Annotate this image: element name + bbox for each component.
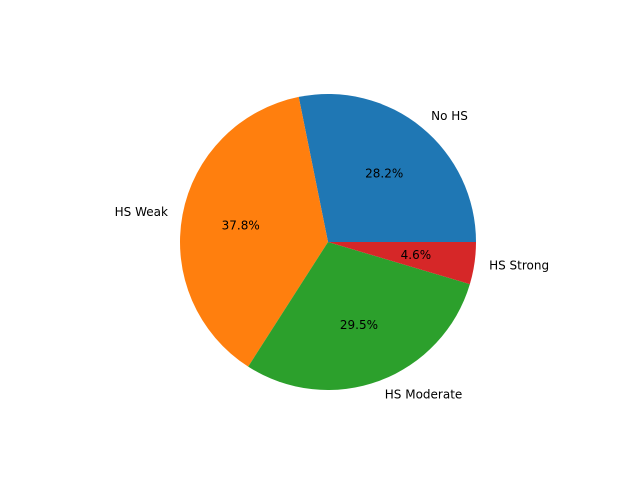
pie-slice-hs-weak <box>180 96 328 367</box>
pie-percent-hs-weak: 37.8% <box>222 219 260 233</box>
pie-slice-hs-strong <box>328 242 476 285</box>
pie-label-hs-weak: HS Weak <box>115 205 168 219</box>
pie-slices <box>180 94 476 390</box>
pie-percent-hs-moderate: 29.5% <box>340 318 378 332</box>
pie-percent-hs-strong: 4.6% <box>401 248 432 262</box>
pie-slice-no-hs <box>298 94 476 242</box>
pie-label-no-hs: No HS <box>431 109 468 123</box>
pie-labels: No HS 28.2% HS Weak 37.8% HS Moderate 29.5% HS… <box>115 109 549 402</box>
pie-slice-hs-moderate <box>248 242 470 390</box>
pie-label-hs-moderate: HS Moderate <box>385 388 463 402</box>
pie-percent-no-hs: 28.2% <box>365 166 403 180</box>
pie-label-hs-strong: HS Strong <box>489 258 549 272</box>
